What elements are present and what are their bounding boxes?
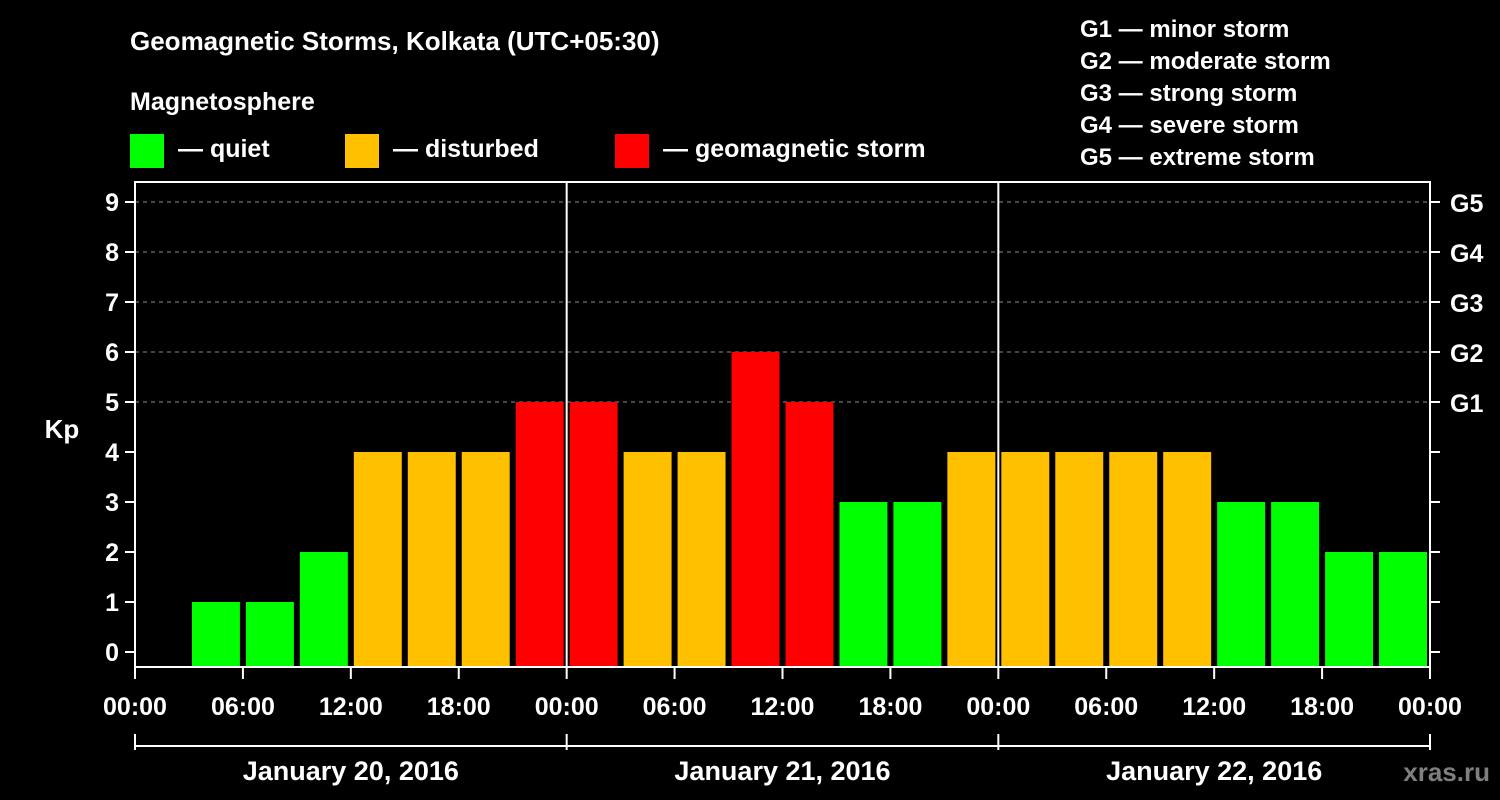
y-tick-label-4: 4 bbox=[105, 439, 119, 467]
right-tick-label-G1: G1 bbox=[1450, 390, 1483, 418]
y-tick-label-3: 3 bbox=[105, 489, 119, 517]
storm-scale-item-0: G1 — minor storm bbox=[1080, 16, 1289, 43]
x-tick-label-7: 18:00 bbox=[858, 693, 922, 721]
y-tick-label-0: 0 bbox=[105, 639, 119, 667]
y-axis-ticks: 0 1 2 3 4 5 6 7 8 9 bbox=[105, 189, 135, 667]
grid bbox=[135, 201, 1430, 403]
bar-13 bbox=[839, 502, 888, 666]
x-tick-label-10: 12:00 bbox=[1182, 693, 1246, 721]
right-tick-label-G4: G4 bbox=[1450, 240, 1483, 268]
y-tick-label-1: 1 bbox=[105, 589, 119, 617]
watermark: xras.ru bbox=[1403, 757, 1490, 787]
bar-11 bbox=[731, 352, 780, 666]
bar-21 bbox=[1271, 502, 1320, 666]
legend-swatch-0 bbox=[130, 134, 164, 168]
y-tick-label-6: 6 bbox=[105, 339, 119, 367]
bar-2 bbox=[245, 602, 294, 666]
y-tick-label-2: 2 bbox=[105, 539, 119, 567]
y-tick-label-9: 9 bbox=[105, 189, 119, 217]
x-tick-label-0: 00:00 bbox=[103, 693, 167, 721]
x-tick-label-5: 06:00 bbox=[643, 693, 707, 721]
bar-3 bbox=[299, 552, 348, 666]
bar-23 bbox=[1379, 552, 1427, 666]
storm-scale-item-2: G3 — strong storm bbox=[1080, 80, 1297, 107]
x-tick-label-9: 06:00 bbox=[1074, 693, 1138, 721]
chart-title: Geomagnetic Storms, Kolkata (UTC+05:30) bbox=[130, 26, 660, 56]
bar-17 bbox=[1055, 452, 1104, 666]
legend-label-1: — disturbed bbox=[393, 135, 539, 163]
right-tick-label-G3: G3 bbox=[1450, 290, 1483, 318]
bar-22 bbox=[1325, 552, 1374, 666]
bar-15 bbox=[947, 452, 996, 666]
bar-12 bbox=[785, 402, 834, 666]
legend-heading: Magnetosphere bbox=[130, 88, 315, 116]
right-tick-label-G2: G2 bbox=[1450, 340, 1483, 368]
legend-label-2: — geomagnetic storm bbox=[663, 135, 926, 163]
y-tick-label-5: 5 bbox=[105, 389, 119, 417]
g-scale-ticks: G1 G2 G3 G4 G5 bbox=[1430, 190, 1483, 653]
bar-14 bbox=[893, 502, 942, 666]
bar-20 bbox=[1217, 502, 1266, 666]
bar-10 bbox=[677, 452, 726, 666]
x-tick-label-4: 00:00 bbox=[535, 693, 599, 721]
bar-19 bbox=[1163, 452, 1212, 666]
x-tick-label-3: 18:00 bbox=[427, 693, 491, 721]
x-axis-ticks: 00:00 06:00 12:00 18:00 00:00 06:00 12:00 18:00… bbox=[103, 667, 1462, 721]
storm-scale-legend: G1 — minor storm G2 — moderate storm G3 — … bbox=[1080, 16, 1331, 171]
x-tick-label-11: 18:00 bbox=[1290, 693, 1354, 721]
bars bbox=[191, 352, 1427, 666]
x-tick-label-12: 00:00 bbox=[1398, 693, 1462, 721]
day-label-1: January 21, 2016 bbox=[674, 756, 890, 786]
bar-8 bbox=[569, 402, 618, 666]
bar-5 bbox=[407, 452, 456, 666]
legend-label-0: — quiet bbox=[178, 135, 270, 163]
bar-7 bbox=[515, 402, 564, 666]
x-tick-label-2: 12:00 bbox=[319, 693, 383, 721]
bar-18 bbox=[1109, 452, 1158, 666]
legend: — quiet — disturbed — geomagnetic storm bbox=[130, 134, 926, 168]
storm-scale-item-3: G4 — severe storm bbox=[1080, 112, 1299, 139]
day-axis: January 20, 2016 January 21, 2016 January … bbox=[134, 734, 1431, 786]
storm-scale-item-4: G5 — extreme storm bbox=[1080, 144, 1315, 171]
right-tick-label-G5: G5 bbox=[1450, 190, 1483, 218]
day-label-2: January 22, 2016 bbox=[1106, 756, 1322, 786]
bar-1 bbox=[191, 602, 240, 666]
y-tick-label-7: 7 bbox=[105, 289, 119, 317]
x-tick-label-6: 12:00 bbox=[751, 693, 815, 721]
bar-6 bbox=[461, 452, 510, 666]
storm-scale-item-1: G2 — moderate storm bbox=[1080, 48, 1331, 75]
y-axis-label: Kp bbox=[45, 414, 80, 444]
bar-4 bbox=[353, 452, 402, 666]
y-tick-label-8: 8 bbox=[105, 239, 119, 267]
x-tick-label-1: 06:00 bbox=[211, 693, 275, 721]
x-tick-label-8: 00:00 bbox=[966, 693, 1030, 721]
bar-16 bbox=[1001, 452, 1050, 666]
bar-9 bbox=[623, 452, 672, 666]
legend-swatch-2 bbox=[615, 134, 649, 168]
day-label-0: January 20, 2016 bbox=[243, 756, 459, 786]
legend-swatch-1 bbox=[345, 134, 379, 168]
